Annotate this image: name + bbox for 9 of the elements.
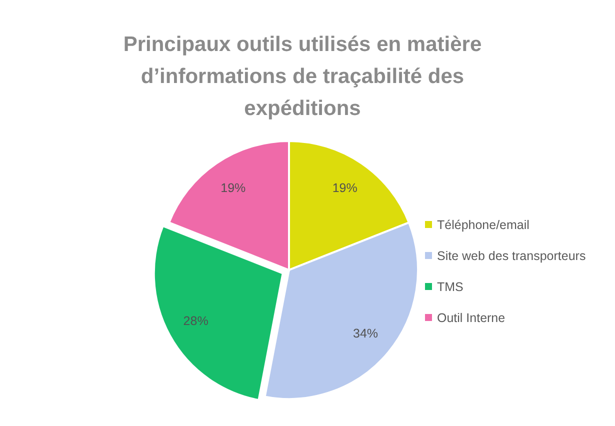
chart-title: Principaux outils utilisés en matière d’informations de traçabilité des expéditions [122,32,483,122]
legend-label: Outil Interne [437,310,506,324]
data-label: 34% [353,326,378,340]
legend-label: TMS [437,280,464,294]
legend-label: Site web des transporteurs [437,248,586,262]
data-label: 28% [183,314,208,328]
legend-label: Téléphone/email [437,218,530,232]
data-label: 19% [220,180,246,195]
data-label: 19% [332,180,358,195]
